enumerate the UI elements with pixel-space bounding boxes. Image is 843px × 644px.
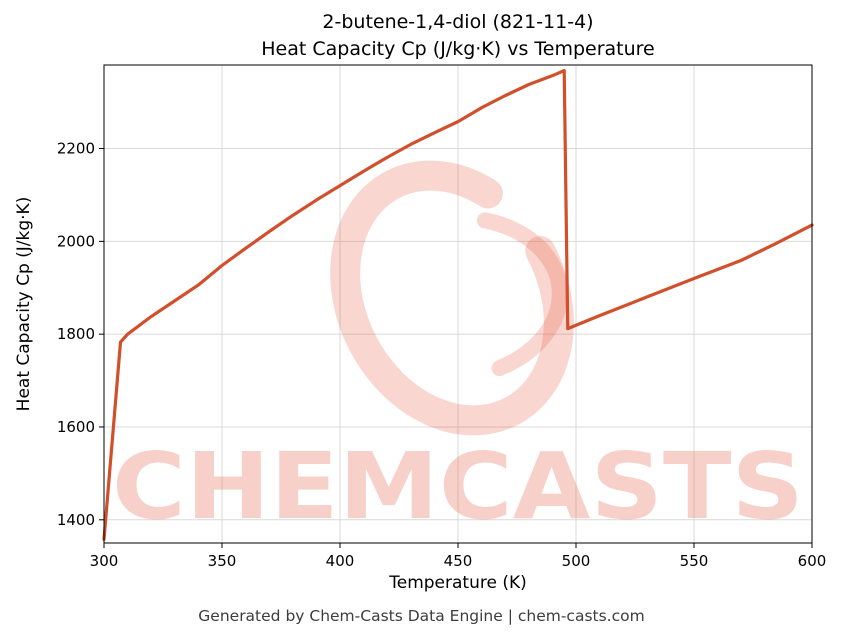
x-axis-label: Temperature (K) (389, 573, 527, 593)
chart-title: 2-butene-1,4-diol (821-11-4) Heat Capaci… (104, 9, 812, 63)
x-tick-label: 550 (680, 552, 709, 570)
x-tick-label: 350 (208, 552, 237, 570)
y-tick-label: 2000 (57, 232, 95, 250)
chart-title-line2: Heat Capacity Cp (J/kg·K) vs Temperature (261, 37, 655, 60)
y-axis-label: Heat Capacity Cp (J/kg·K) (14, 196, 34, 412)
x-tick-label: 600 (798, 552, 827, 570)
watermark-logo-icon (330, 160, 574, 436)
watermark-logo-inner-icon (336, 209, 568, 387)
watermark-text: CHEMCASTS (112, 433, 804, 540)
y-tick-label: 1400 (57, 511, 95, 529)
y-tick-label: 1600 (57, 418, 95, 436)
x-tick-label: 500 (562, 552, 591, 570)
y-tick-label: 1800 (57, 325, 95, 343)
footer-text: Generated by Chem-Casts Data Engine | ch… (198, 607, 645, 625)
x-tick-label: 400 (326, 552, 355, 570)
chart-title-line1: 2-butene-1,4-diol (821-11-4) (322, 11, 594, 33)
x-tick-label: 300 (90, 552, 119, 570)
series-line (102, 68, 814, 541)
y-tick-label: 2200 (57, 140, 95, 158)
x-tick-label: 450 (444, 552, 473, 570)
